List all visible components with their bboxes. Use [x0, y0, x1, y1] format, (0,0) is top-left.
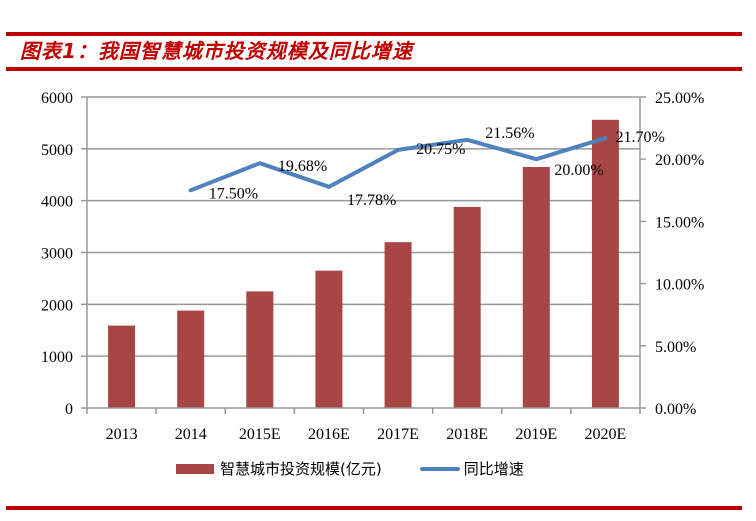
x-tick-label: 2016E	[308, 426, 350, 443]
y-tick-label: 5000	[41, 142, 73, 159]
labels: 0 1000 2000 3000 4000 5000 6000 0.00% 5.00% 10.00…	[41, 90, 704, 443]
y2-tick-label: 0.00%	[655, 401, 696, 418]
x-tick-label: 2020E	[585, 426, 627, 443]
title-rule-bottom	[6, 67, 742, 71]
x-tick-label: 2014	[175, 426, 207, 443]
legend: 智慧城市投资规模(亿元) 同比增速	[176, 458, 524, 479]
gridlines	[87, 96, 640, 357]
bar	[591, 119, 619, 408]
x-tick-label: 2019E	[515, 426, 557, 443]
title-rule-top	[6, 32, 742, 36]
x-tick-label: 2013	[106, 426, 138, 443]
y-tick-label: 6000	[41, 90, 73, 107]
data-label: 20.75%	[416, 141, 465, 158]
bar	[246, 291, 274, 408]
y2-tick-label: 10.00%	[655, 277, 704, 294]
legend-bar-swatch	[176, 463, 214, 474]
data-label: 21.70%	[615, 129, 664, 146]
legend-line-swatch	[419, 466, 460, 471]
data-label: 21.56%	[485, 125, 534, 142]
line-series	[188, 136, 608, 193]
bottom-rule	[6, 506, 742, 510]
y2-tick-label: 25.00%	[655, 90, 704, 107]
y-tick-label: 3000	[41, 246, 73, 263]
y2-tick-label: 5.00%	[655, 339, 696, 356]
bar	[108, 325, 136, 408]
bar	[522, 166, 550, 408]
y2-tick-label: 15.00%	[655, 214, 704, 231]
data-label: 19.68%	[278, 158, 327, 175]
data-label: 20.00%	[554, 162, 603, 179]
bar-series	[108, 119, 619, 408]
legend-item-growth: 同比增速	[419, 458, 524, 479]
y-tick-label: 0	[65, 401, 73, 418]
y-tick-label: 4000	[41, 194, 73, 211]
figure-title: 图表1：我国智慧城市投资规模及同比增速	[20, 39, 413, 63]
x-tick-label: 2017E	[377, 426, 419, 443]
x-tick-label: 2015E	[239, 426, 281, 443]
y-tick-label: 1000	[41, 349, 73, 366]
data-label: 17.50%	[209, 185, 258, 202]
data-label: 17.78%	[347, 192, 396, 209]
bar	[315, 270, 343, 408]
bar	[453, 206, 481, 408]
axes	[81, 96, 646, 414]
bar	[177, 310, 205, 408]
legend-label-investment: 智慧城市投资规模(亿元)	[220, 460, 382, 478]
bar	[384, 242, 412, 408]
legend-item-investment: 智慧城市投资规模(亿元)	[176, 458, 382, 479]
legend-label-growth: 同比增速	[463, 460, 524, 478]
y2-tick-label: 20.00%	[655, 152, 704, 169]
y-tick-label: 2000	[41, 297, 73, 314]
x-tick-label: 2018E	[446, 426, 488, 443]
